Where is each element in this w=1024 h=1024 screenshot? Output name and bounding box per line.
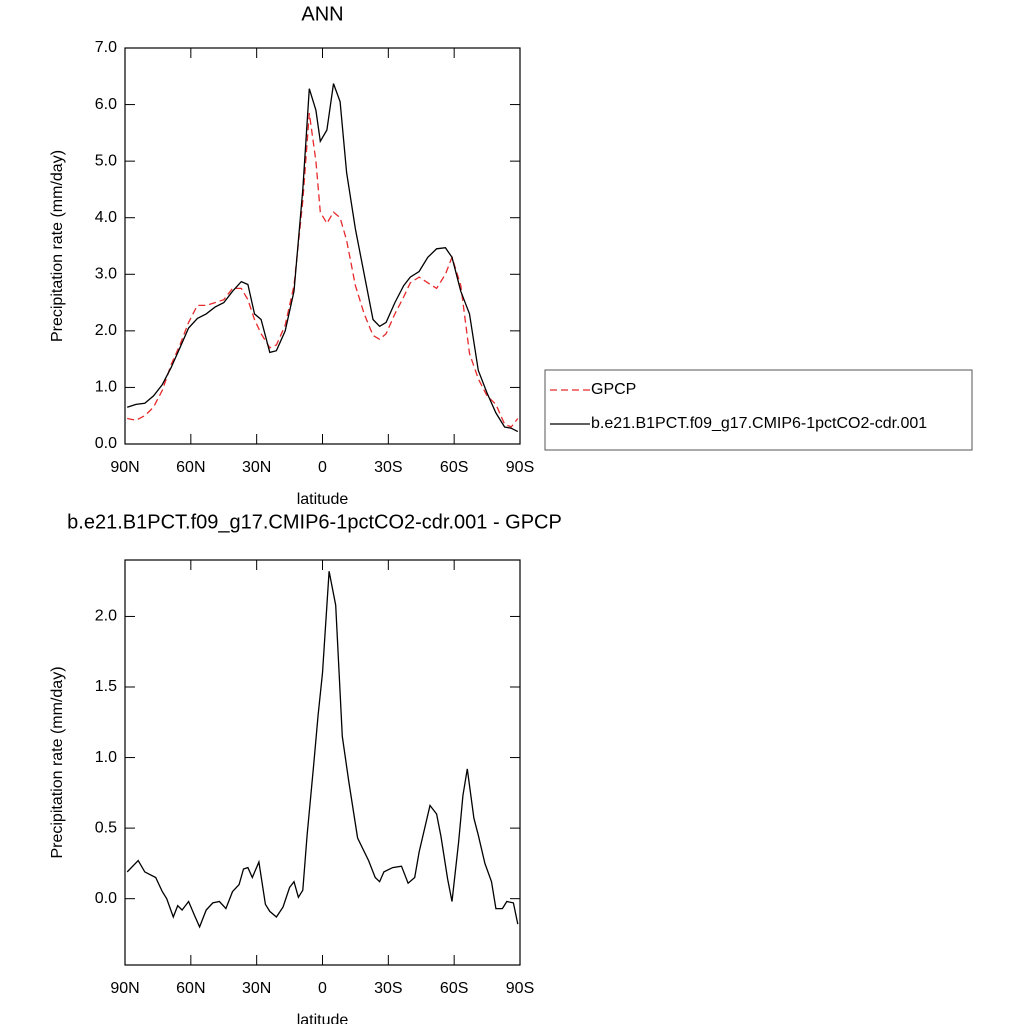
y-tick-label: 0.0: [95, 435, 117, 452]
x-tick-label: 0: [318, 459, 327, 476]
y-axis-label: Precipitation rate (mm/day): [49, 150, 66, 342]
x-tick-label: 60N: [176, 980, 205, 997]
x-tick-label: 90N: [110, 459, 139, 476]
x-tick-label: 30S: [374, 459, 402, 476]
legend-label: GPCP: [591, 381, 636, 398]
x-tick-label: 0: [318, 980, 327, 997]
x-tick-label: 30S: [374, 980, 402, 997]
y-tick-label: 3.0: [95, 266, 117, 283]
y-tick-label: 2.0: [95, 322, 117, 339]
x-tick-label: 60S: [440, 980, 468, 997]
y-tick-label: 4.0: [95, 209, 117, 226]
y-tick-label: 5.0: [95, 152, 117, 169]
x-tick-label: 90S: [506, 459, 534, 476]
plot-frame: [124, 47, 521, 445]
x-tick-label: 60S: [440, 459, 468, 476]
chart-title: ANN: [301, 3, 343, 25]
data-line: [127, 113, 519, 428]
x-tick-label: 90S: [506, 980, 534, 997]
data-line: [126, 571, 519, 929]
y-tick-label: 1.0: [95, 379, 117, 396]
x-tick-label: 60N: [176, 459, 205, 476]
y-tick-label: 1.0: [95, 749, 117, 766]
legend-label: b.e21.B1PCT.f09_g17.CMIP6-1pctCO2-cdr.00…: [591, 415, 927, 432]
x-tick-label: 90N: [110, 980, 139, 997]
y-tick-label: 1.5: [95, 678, 117, 695]
y-tick-label: 0.0: [95, 890, 117, 907]
x-axis-label: latitude: [297, 1012, 349, 1024]
y-tick-label: 2.0: [95, 608, 117, 625]
y-axis-label: Precipitation rate (mm/day): [49, 666, 66, 858]
plot-frame: [124, 559, 521, 966]
y-tick-label: 7.0: [95, 39, 117, 56]
data-line: [127, 83, 519, 433]
y-tick-label: 6.0: [95, 96, 117, 113]
x-tick-label: 30N: [242, 459, 271, 476]
chart-title: b.e21.B1PCT.f09_g17.CMIP6-1pctCO2-cdr.00…: [67, 511, 562, 533]
legend-box: [544, 369, 973, 451]
y-tick-label: 0.5: [95, 819, 117, 836]
x-axis-label: latitude: [297, 491, 349, 508]
x-tick-label: 30N: [242, 980, 271, 997]
